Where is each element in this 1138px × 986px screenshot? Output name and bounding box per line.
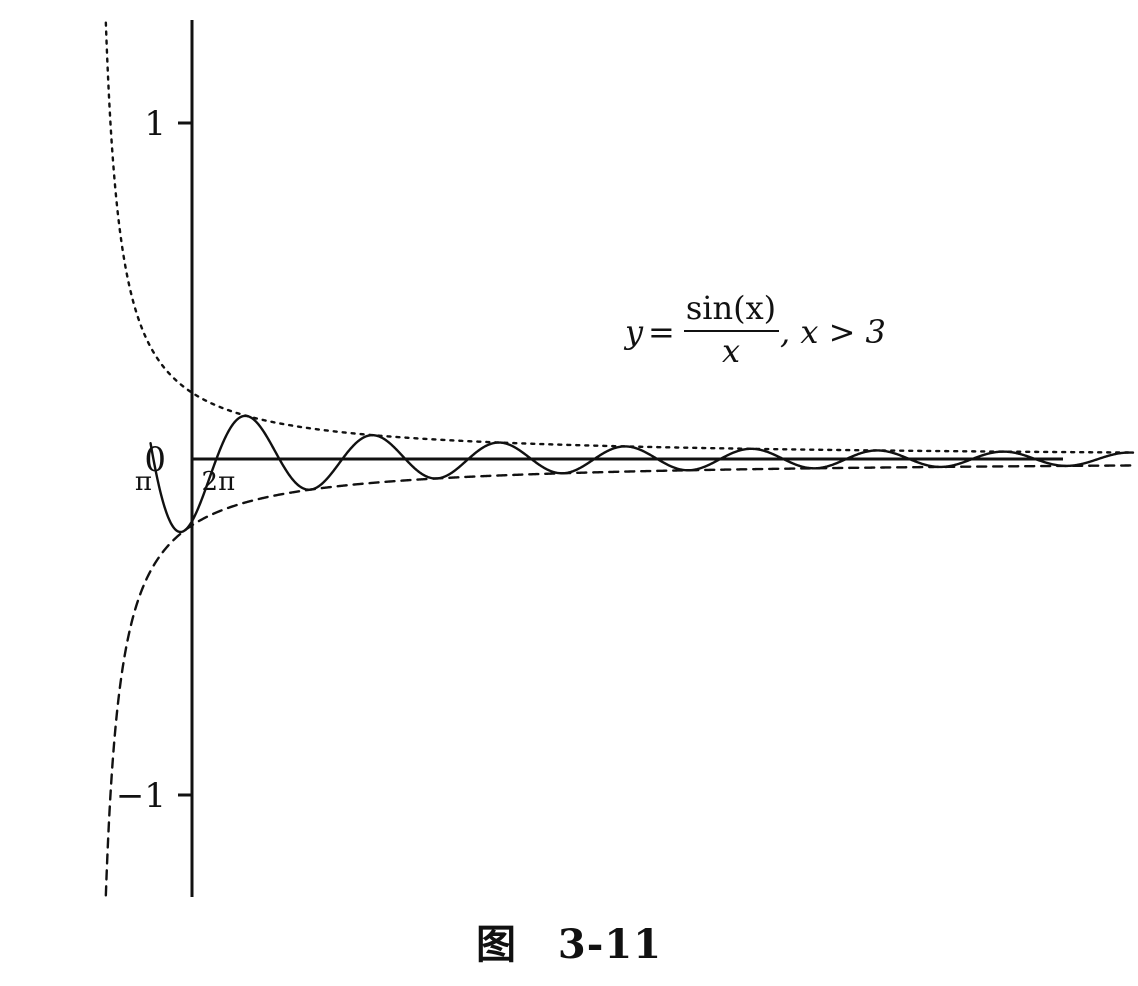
formula-numerator: sin(x) xyxy=(686,289,776,327)
axes xyxy=(178,20,1063,897)
tick-labels: 1 0 −1 π 2π xyxy=(116,104,235,816)
chart: 1 0 −1 π 2π y = sin(x) x , x > 3 xyxy=(104,20,1135,897)
formula-annotation: y = sin(x) x , x > 3 xyxy=(623,289,886,370)
series-upper-envelope xyxy=(104,21,1135,454)
formula-condition: , x > 3 xyxy=(780,313,886,351)
y-tick-label: −1 xyxy=(116,776,166,816)
x-tick-label: π xyxy=(135,467,152,497)
figure-caption: 图 3-11 xyxy=(475,921,663,968)
formula-equals: = xyxy=(648,313,675,351)
series-sinc-line xyxy=(149,414,1135,534)
y-tick-label: 1 xyxy=(144,104,166,144)
y-tick-label: 0 xyxy=(144,440,166,480)
x-tick-label: 2π xyxy=(202,467,236,497)
series-layer xyxy=(104,21,1135,897)
formula-denominator: x xyxy=(722,332,740,370)
formula-lhs: y xyxy=(623,313,644,351)
series-lower-envelope xyxy=(104,464,1135,897)
